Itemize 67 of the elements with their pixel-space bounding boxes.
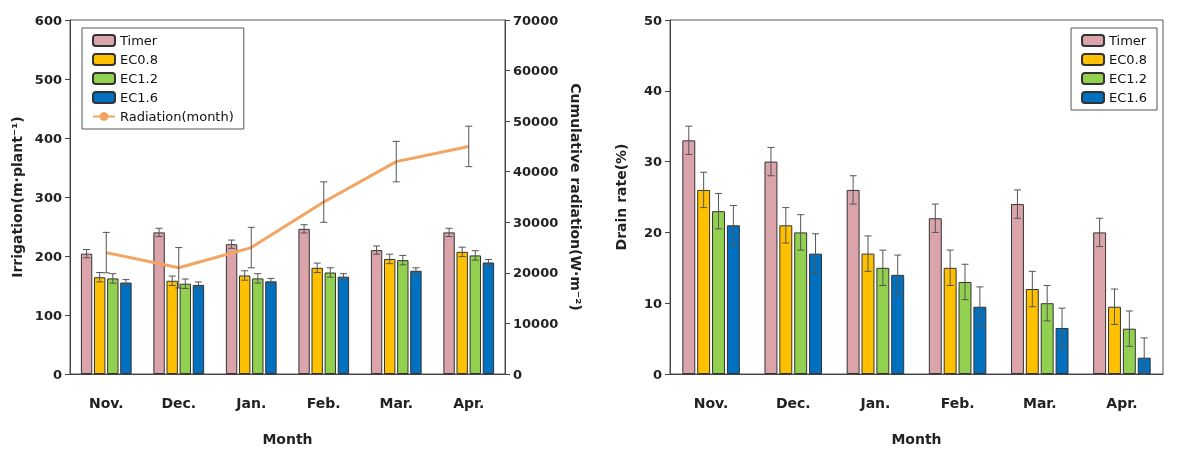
y2-tick-label: 20000: [513, 265, 559, 281]
bar: [1025, 289, 1039, 374]
y-tick-label: 50: [643, 12, 662, 28]
y-axis-title: Drain rate(%): [613, 143, 629, 251]
bar: [337, 276, 350, 374]
y-tick-label: 500: [34, 71, 62, 87]
bar: [225, 244, 238, 374]
x-tick-label: Apr.: [453, 395, 485, 411]
y-tick-label: 0: [52, 366, 62, 382]
x-tick-label: Jan.: [859, 395, 891, 411]
bar: [794, 232, 808, 374]
y-tick-label: 600: [34, 12, 62, 28]
y-tick-label: 200: [34, 248, 62, 264]
x-tick-label: Nov.: [88, 395, 124, 411]
x-tick-label: Mar.: [379, 395, 414, 411]
bar: [809, 253, 823, 374]
x-tick-label: Jan.: [235, 395, 267, 411]
y-tick-label: 40: [643, 83, 662, 99]
bar: [1093, 232, 1107, 374]
x-tick-label: Apr.: [1106, 395, 1138, 411]
y-tick-label: 300: [34, 189, 62, 205]
bar: [370, 250, 383, 374]
y2-tick-label: 30000: [513, 214, 559, 230]
x-tick-label: Nov.: [693, 395, 729, 411]
bar: [928, 218, 942, 374]
y2-tick-label: 40000: [513, 164, 559, 180]
x-tick-label: Mar.: [1022, 395, 1057, 411]
legend-label: Radiation(month): [120, 109, 234, 124]
y-tick-label: 100: [34, 307, 62, 323]
bar: [726, 225, 740, 374]
bar: [192, 284, 205, 374]
y2-tick-label: 70000: [513, 12, 559, 28]
y-tick-label: 400: [34, 130, 62, 146]
legend-label: EC1.2: [120, 71, 158, 86]
y-tick-label: 20: [643, 224, 662, 240]
y2-tick-label: 10000: [513, 315, 559, 331]
y2-axis-title: Cumulative radiation(W·m⁻²): [568, 83, 585, 311]
x-axis-title: Month: [891, 431, 942, 447]
bar: [891, 274, 905, 374]
x-tick-label: Feb.: [940, 395, 975, 411]
legend-label: EC1.2: [1109, 71, 1147, 86]
legend-label: Timer: [1108, 33, 1147, 48]
bar: [1108, 306, 1121, 374]
x-tick-label: Dec.: [775, 395, 811, 411]
line-series: [104, 144, 471, 270]
x-axis-title: Month: [262, 431, 313, 447]
bar: [1010, 204, 1024, 374]
bar: [697, 189, 711, 374]
legend-label: EC1.6: [1109, 90, 1147, 105]
y2-tick-label: 60000: [513, 63, 559, 79]
bar: [80, 253, 93, 374]
y-tick-label: 0: [652, 366, 662, 382]
bar: [1122, 328, 1136, 374]
bar: [712, 211, 725, 374]
y-tick-label: 30: [643, 154, 662, 170]
bar: [682, 140, 696, 374]
y-tick-label: 10: [643, 295, 662, 311]
y2-tick-label: 0: [513, 366, 523, 382]
x-tick-label: Dec.: [161, 395, 197, 411]
legend-label: EC0.8: [120, 52, 158, 67]
y2-tick-label: 50000: [513, 113, 559, 129]
x-tick-label: Feb.: [306, 395, 341, 411]
legend-label: Timer: [119, 33, 158, 48]
bar: [482, 262, 495, 374]
legend-label: EC0.8: [1109, 52, 1147, 67]
legend-label: EC1.6: [120, 90, 158, 105]
y-axis-title: Irrigation(m·plant⁻¹): [8, 116, 25, 278]
